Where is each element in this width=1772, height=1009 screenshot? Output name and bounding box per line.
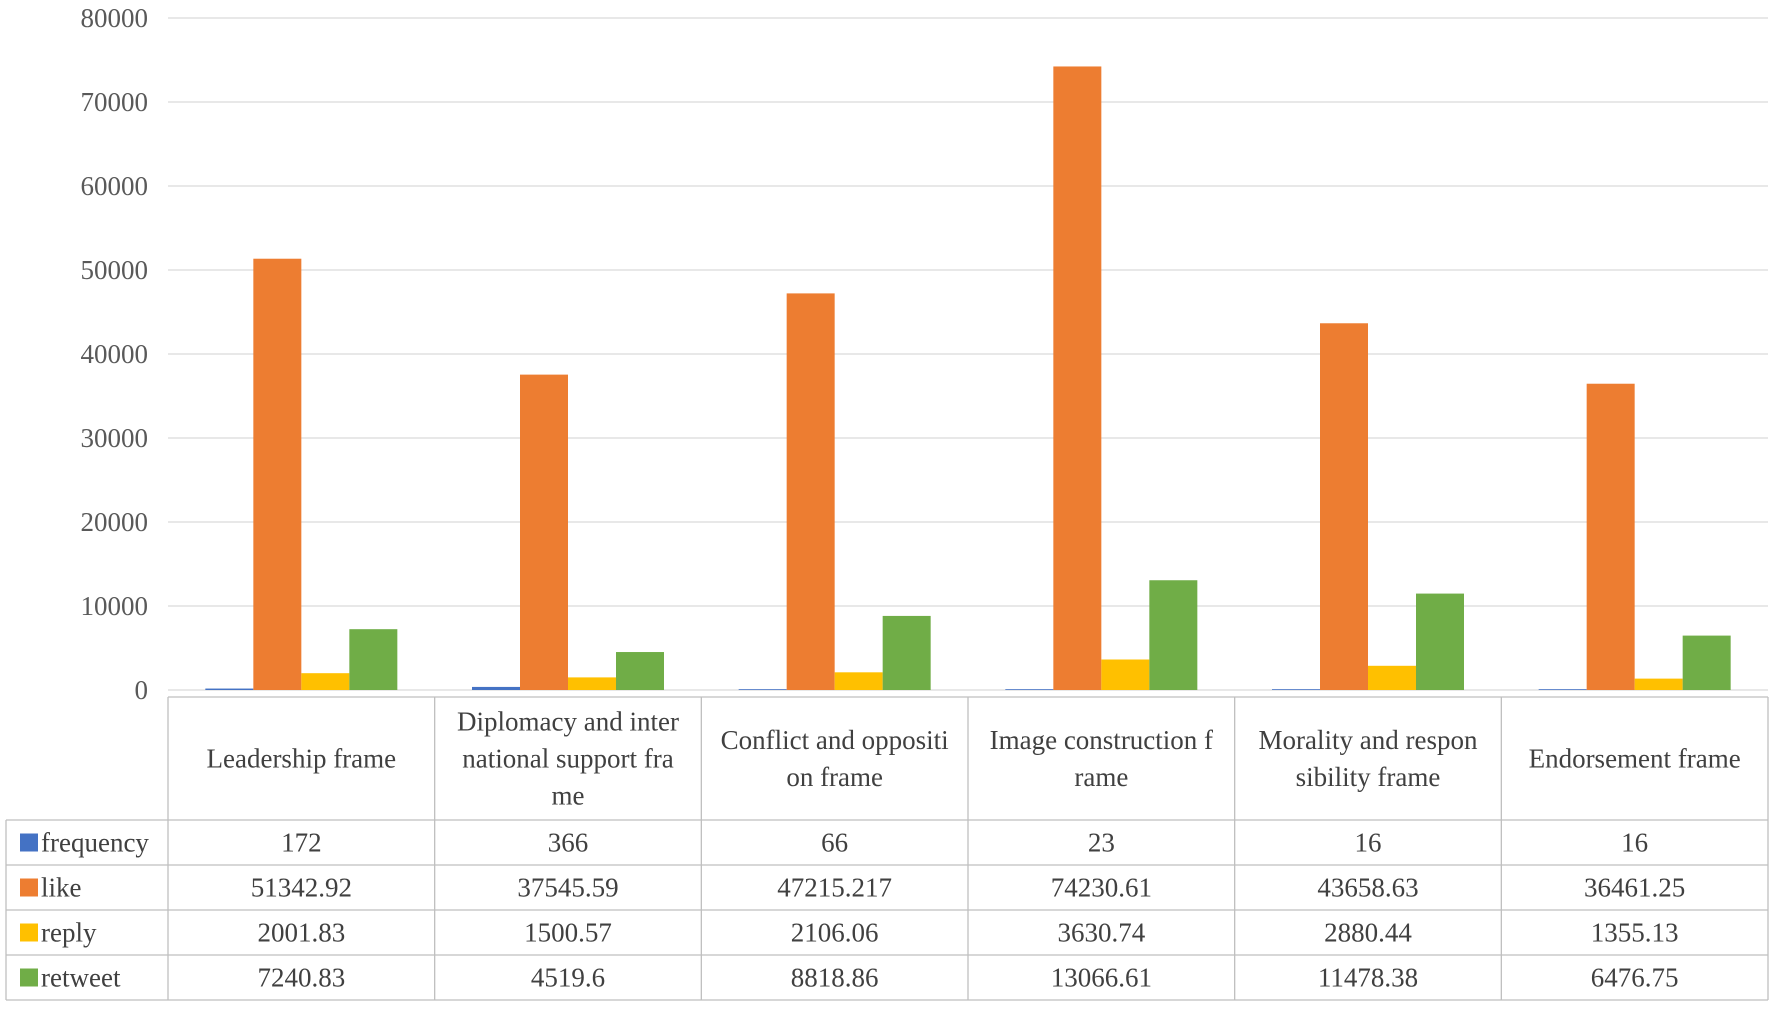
y-tick-label: 40000: [81, 339, 149, 369]
data-label-retweet: 11478.38: [1318, 963, 1418, 993]
bar-frequency-3: [1005, 689, 1054, 690]
bar-reply-5: [1634, 678, 1683, 690]
legend-swatch-reply: [20, 923, 38, 942]
bar-reply-1: [568, 677, 616, 690]
data-label-like: 51342.92: [251, 873, 352, 903]
data-label-frequency: 16: [1355, 828, 1382, 858]
category-label: Image construction f: [990, 725, 1213, 755]
data-label-like: 47215.217: [777, 873, 892, 903]
legend-label-frequency: frequency: [41, 828, 149, 858]
bar-frequency-0: [205, 688, 254, 690]
data-label-like: 36461.25: [1584, 873, 1685, 903]
y-tick-label: 60000: [81, 171, 149, 201]
category-label: me: [552, 781, 585, 811]
bar-like-2: [786, 293, 835, 690]
category-label: Leadership frame: [207, 744, 397, 774]
data-label-retweet: 8818.86: [791, 963, 879, 993]
category-label: Conflict and oppositi: [721, 725, 949, 755]
category-label: Diplomacy and inter: [457, 707, 679, 737]
data-label-frequency: 172: [281, 828, 322, 858]
bar-reply-0: [301, 673, 350, 690]
bar-retweet-0: [349, 629, 398, 690]
y-tick-label: 10000: [81, 591, 149, 621]
bar-like-5: [1586, 383, 1635, 690]
data-label-frequency: 23: [1088, 828, 1115, 858]
category-label: Morality and respon: [1259, 725, 1478, 755]
data-label-frequency: 16: [1621, 828, 1648, 858]
legend-swatch-retweet: [20, 968, 38, 987]
bar-like-3: [1053, 66, 1102, 690]
bars: [205, 66, 1731, 690]
bar-retweet-2: [882, 615, 931, 690]
data-label-retweet: 4519.6: [531, 963, 605, 993]
data-label-reply: 2001.83: [257, 918, 345, 948]
data-label-frequency: 366: [548, 828, 589, 858]
legend-swatch-frequency: [20, 833, 38, 852]
legend-label-retweet: retweet: [41, 963, 121, 993]
data-label-like: 37545.59: [517, 873, 618, 903]
data-label-reply: 1500.57: [524, 918, 612, 948]
legend-label-like: like: [41, 873, 82, 903]
data-label-retweet: 7240.83: [257, 963, 345, 993]
y-axis-tick-labels: 0 10000 20000 30000 40000 50000 60000 70000 8000…: [81, 3, 149, 705]
y-tick-label: 70000: [81, 87, 149, 117]
data-label-reply: 3630.74: [1057, 918, 1145, 948]
bar-like-4: [1320, 323, 1368, 690]
data-label-retweet: 13066.61: [1051, 963, 1152, 993]
category-label: sibility frame: [1296, 762, 1441, 792]
bar-frequency-2: [738, 689, 787, 690]
data-label-frequency: 66: [821, 828, 848, 858]
data-label-retweet: 6476.75: [1591, 963, 1679, 993]
bar-frequency-1: [472, 686, 520, 690]
y-tick-label: 80000: [81, 3, 149, 33]
category-label: national support fra: [462, 744, 673, 774]
bar-reply-4: [1368, 665, 1416, 690]
y-tick-label: 30000: [81, 423, 149, 453]
y-tick-label: 20000: [81, 507, 149, 537]
bar-frequency-4: [1272, 689, 1320, 690]
category-label: on frame: [786, 762, 883, 792]
data-label-reply: 2880.44: [1324, 918, 1412, 948]
data-label-like: 74230.61: [1051, 873, 1152, 903]
data-table: Leadership frame Diplomacy and inter natio…: [5, 696, 1769, 1001]
category-label: rame: [1074, 762, 1128, 792]
data-label-reply: 2106.06: [791, 918, 879, 948]
bar-retweet-1: [616, 652, 664, 690]
bar-retweet-4: [1416, 593, 1464, 690]
y-tick-label: 0: [135, 675, 149, 705]
bar-retweet-3: [1149, 580, 1198, 690]
category-label: Endorsement frame: [1529, 744, 1741, 774]
gridlines: [168, 17, 1768, 691]
y-tick-label: 50000: [81, 255, 149, 285]
bar-reply-2: [834, 672, 883, 690]
data-label-like: 43658.63: [1317, 873, 1418, 903]
bar-like-1: [520, 374, 568, 690]
legend-swatch-like: [20, 878, 38, 897]
bar-like-0: [253, 258, 302, 690]
bar-retweet-5: [1682, 635, 1731, 690]
legend-label-reply: reply: [41, 918, 97, 948]
data-label-reply: 1355.13: [1591, 918, 1679, 948]
bar-reply-3: [1101, 659, 1150, 690]
bar-frequency-5: [1538, 689, 1587, 690]
